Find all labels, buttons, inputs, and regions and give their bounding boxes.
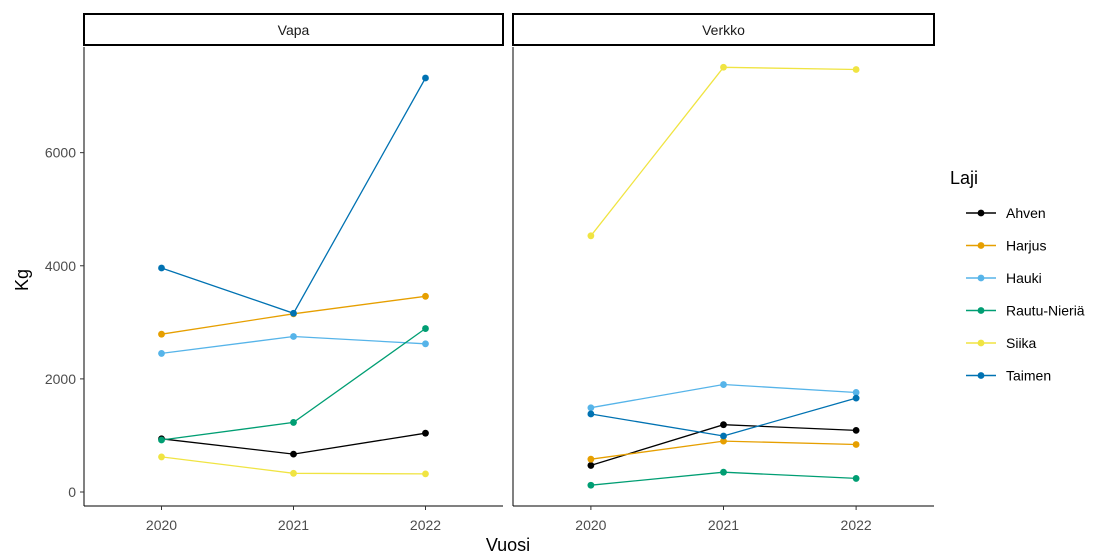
data-point <box>587 455 595 463</box>
data-point <box>422 470 429 478</box>
x-tick-label: 2022 <box>841 517 872 533</box>
data-point <box>852 389 860 396</box>
y-tick-label: 2000 <box>45 371 76 387</box>
data-point <box>158 350 165 357</box>
x-tick-label: 2021 <box>278 517 309 533</box>
legend-key-point <box>977 209 985 217</box>
facet-strip-label: Vapa <box>278 22 310 38</box>
legend-item: Rautu-Nieriä <box>966 303 1085 319</box>
data-point <box>852 394 860 402</box>
data-point <box>422 74 429 82</box>
legend-key-point <box>977 242 985 249</box>
legend-item: Harjus <box>966 238 1046 254</box>
series-siika <box>158 63 860 478</box>
legend-key-point <box>977 307 985 314</box>
legend-item: Ahven <box>966 205 1046 221</box>
data-point <box>422 429 429 437</box>
x-tick-label: 2020 <box>146 517 177 533</box>
series-line <box>590 424 857 467</box>
series-line <box>161 77 427 315</box>
data-point <box>587 462 595 469</box>
data-point <box>290 333 297 340</box>
legend-item: Siika <box>966 335 1037 351</box>
y-tick-label: 0 <box>68 484 76 500</box>
series-line <box>590 397 857 437</box>
facet-strips: Vapa Verkko <box>83 13 935 46</box>
data-point <box>422 292 429 300</box>
data-point <box>720 468 727 476</box>
data-point <box>720 432 727 440</box>
legend-item: Taimen <box>966 368 1051 384</box>
data-point <box>720 381 727 388</box>
data-point <box>158 330 165 338</box>
data-point <box>158 264 165 272</box>
data-point <box>852 426 860 434</box>
data-point <box>158 453 165 461</box>
legend-title: Laji <box>950 168 978 188</box>
y-axis: 0 2000 4000 6000 <box>45 145 84 500</box>
data-point <box>290 469 297 477</box>
data-point <box>720 437 727 445</box>
series-taimen <box>158 74 860 440</box>
data-point <box>720 421 727 429</box>
x-axis-title: Vuosi <box>486 535 530 555</box>
series-harjus <box>158 292 860 463</box>
data-point <box>290 419 297 426</box>
x-tick-label: 2021 <box>708 517 739 533</box>
data-point <box>290 309 297 317</box>
facet-panels <box>83 47 934 507</box>
x-axes: 2020 2021 2022 2020 2021 2022 <box>146 506 872 533</box>
series-ahven <box>158 421 860 469</box>
legend-key-point <box>977 372 985 379</box>
legend-label: Taimen <box>1006 368 1051 384</box>
facet-strip-label: Verkko <box>702 22 745 38</box>
y-axis-title: Kg <box>12 269 32 291</box>
legend-key-point <box>977 339 985 347</box>
data-point <box>422 340 429 348</box>
data-point <box>852 475 860 482</box>
series-layer <box>158 63 860 489</box>
series-hauki <box>158 333 860 412</box>
legend-label: Harjus <box>1006 238 1046 254</box>
legend: Laji Ahven Harjus Hauki Rautu-Nieriä Siika Tai… <box>950 168 1085 384</box>
legend-label: Siika <box>1006 335 1037 351</box>
data-point <box>422 325 429 332</box>
legend-label: Ahven <box>1006 205 1046 221</box>
data-point <box>587 481 595 489</box>
facet-strip-1 <box>512 13 935 46</box>
series-line <box>590 66 857 237</box>
data-point <box>587 232 595 240</box>
y-tick-label: 6000 <box>45 145 76 161</box>
data-point <box>852 441 860 448</box>
series-line <box>590 383 857 409</box>
y-tick-label: 4000 <box>45 258 76 274</box>
facet-strip-0 <box>83 13 504 46</box>
series-rautu-nieri- <box>158 325 860 489</box>
data-point <box>290 450 297 458</box>
data-point <box>852 66 860 73</box>
data-point <box>158 436 165 444</box>
legend-label: Rautu-Nieriä <box>1006 303 1085 319</box>
x-tick-label: 2022 <box>410 517 441 533</box>
legend-label: Hauki <box>1006 270 1042 286</box>
legend-item: Hauki <box>966 270 1042 286</box>
legend-key-point <box>977 274 985 282</box>
data-point <box>720 63 727 71</box>
x-tick-label: 2020 <box>575 517 606 533</box>
data-point <box>587 404 595 412</box>
data-point <box>587 410 595 418</box>
